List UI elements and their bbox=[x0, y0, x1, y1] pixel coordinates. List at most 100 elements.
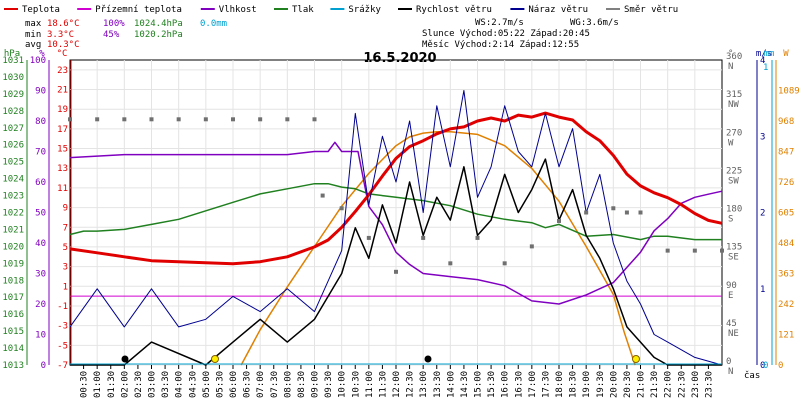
humidity-axis-tick-9: 90 bbox=[35, 87, 46, 97]
direction-tick-0: 0 bbox=[726, 357, 731, 367]
rain-axis-tick-0: 0 bbox=[763, 361, 768, 371]
temperature-axis-tick-3: -1 bbox=[57, 302, 68, 312]
direction-point-11 bbox=[339, 206, 344, 211]
direction-tick-8: 360 bbox=[726, 52, 742, 62]
direction-label-5: SW bbox=[728, 176, 739, 186]
x-tick-label-21: 11:00 bbox=[365, 371, 375, 398]
direction-point-18 bbox=[529, 244, 534, 249]
temperature-axis-tick-4: 1 bbox=[63, 282, 68, 292]
sunrise-marker bbox=[211, 355, 219, 363]
sunset-marker bbox=[632, 355, 640, 363]
humidity-axis-tick-3: 30 bbox=[35, 270, 46, 280]
stat-max-rain: 0.0mm bbox=[200, 19, 227, 29]
direction-point-24 bbox=[665, 248, 670, 253]
direction-point-26 bbox=[720, 248, 724, 253]
solar-axis-tick-5: 605 bbox=[778, 209, 794, 219]
x-axis-label: čas bbox=[744, 370, 760, 381]
x-tick-label-37: 19:00 bbox=[582, 371, 592, 398]
x-tick-label-25: 13:00 bbox=[419, 371, 429, 398]
direction-label-6: W bbox=[728, 138, 734, 148]
direction-point-7 bbox=[258, 117, 263, 122]
humidity-axis-tick-7: 70 bbox=[35, 148, 46, 158]
temperature-axis-tick-12: 17 bbox=[57, 125, 68, 135]
stat-ws: WS:2.7m/s bbox=[475, 18, 524, 28]
solar-axis-tick-3: 363 bbox=[778, 270, 794, 280]
stat-wg: WG:3.6m/s bbox=[570, 18, 619, 28]
direction-tick-7: 315 bbox=[726, 90, 742, 100]
direction-point-16 bbox=[475, 235, 480, 240]
wind-axis-tick-1: 1 bbox=[760, 285, 765, 295]
legend-label-5: Rychlost větru bbox=[416, 5, 492, 15]
temperature-axis-unit: °C bbox=[57, 49, 68, 59]
temperature-axis-tick-2: -3 bbox=[57, 322, 68, 332]
stat-moon: Měsíc Východ:2:14 Západ:12:55 bbox=[422, 40, 579, 50]
moonset-marker bbox=[424, 355, 432, 363]
direction-label-0: N bbox=[728, 367, 733, 377]
direction-point-12 bbox=[366, 235, 371, 240]
pressure-axis-tick-0: 1013 bbox=[2, 361, 24, 371]
x-tick-label-30: 15:30 bbox=[487, 371, 497, 398]
temperature-axis-tick-14: 21 bbox=[57, 86, 68, 96]
pressure-axis-tick-2: 1015 bbox=[2, 327, 24, 337]
x-tick-label-34: 17:30 bbox=[541, 371, 551, 398]
temperature-axis-tick-7: 7 bbox=[63, 223, 68, 233]
direction-point-6 bbox=[231, 117, 235, 122]
pressure-axis-tick-4: 1017 bbox=[2, 293, 24, 303]
x-tick-label-31: 16:00 bbox=[501, 371, 511, 398]
direction-point-5 bbox=[203, 117, 208, 122]
direction-point-3 bbox=[149, 117, 154, 122]
solar-line bbox=[240, 131, 636, 366]
direction-label-3: SE bbox=[728, 253, 739, 263]
direction-point-17 bbox=[502, 261, 507, 266]
x-tick-label-27: 14:00 bbox=[446, 371, 456, 398]
humidity-axis-tick-10: 100 bbox=[30, 56, 46, 66]
solar-axis-tick-2: 242 bbox=[778, 300, 794, 310]
x-tick-label-1: 01:00 bbox=[93, 371, 103, 398]
temperature-axis-tick-15: 23 bbox=[57, 66, 68, 76]
stat-max-hum: 100% bbox=[103, 19, 125, 29]
wind-axis-tick-4: 4 bbox=[760, 56, 765, 66]
direction-point-19 bbox=[557, 218, 561, 223]
x-tick-label-0: 00:30 bbox=[80, 371, 90, 398]
direction-point-14 bbox=[421, 235, 426, 240]
temperature-axis-tick-6: 5 bbox=[63, 243, 68, 253]
pressure-axis-unit: hPa bbox=[4, 49, 20, 59]
x-tick-label-33: 17:00 bbox=[528, 371, 538, 398]
x-tick-label-41: 21:00 bbox=[637, 371, 647, 398]
stat-max-label: max bbox=[25, 19, 42, 29]
temperature-axis-tick-9: 11 bbox=[57, 184, 68, 194]
pressure-axis-tick-11: 1024 bbox=[2, 175, 24, 185]
legend-label-3: Tlak bbox=[292, 5, 314, 15]
x-tick-label-46: 23:30 bbox=[704, 371, 714, 398]
solar-axis-tick-0: 0 bbox=[778, 361, 783, 371]
stat-max-press: 1024.4hPa bbox=[134, 19, 183, 29]
x-tick-label-38: 19:30 bbox=[596, 371, 606, 398]
direction-tick-3: 135 bbox=[726, 243, 742, 253]
x-tick-label-36: 18:30 bbox=[569, 371, 579, 398]
humidity-axis-tick-5: 50 bbox=[35, 209, 46, 219]
direction-point-15 bbox=[448, 261, 453, 266]
x-tick-label-9: 05:00 bbox=[202, 371, 212, 398]
pressure-axis-tick-7: 1020 bbox=[2, 242, 24, 252]
x-tick-label-20: 10:30 bbox=[351, 371, 361, 398]
direction-point-10 bbox=[320, 193, 325, 198]
pressure-axis-tick-17: 1030 bbox=[2, 73, 24, 83]
humidity-axis-tick-2: 20 bbox=[35, 300, 46, 310]
pressure-axis-tick-6: 1019 bbox=[2, 259, 24, 269]
x-tick-label-16: 08:30 bbox=[297, 371, 307, 398]
direction-point-2 bbox=[122, 117, 127, 122]
temperature-axis-tick-5: 3 bbox=[63, 263, 68, 273]
wind-gust-line bbox=[69, 90, 723, 366]
x-tick-label-8: 04:30 bbox=[188, 371, 198, 398]
pressure-axis-tick-18: 1031 bbox=[2, 56, 24, 66]
wind-axis-tick-2: 2 bbox=[760, 209, 765, 219]
solar-axis-tick-4: 484 bbox=[778, 239, 794, 249]
legend: Teplota Přízemní teplota Vlhkost Tlak Srážky… bbox=[4, 5, 678, 15]
stat-min-press: 1020.2hPa bbox=[134, 30, 183, 40]
direction-point-21 bbox=[611, 206, 616, 211]
legend-label-7: Směr větru bbox=[624, 5, 678, 15]
x-tick-label-7: 04:00 bbox=[175, 371, 185, 398]
solar-axis-unit: W bbox=[783, 49, 789, 59]
x-tick-label-32: 16:30 bbox=[514, 371, 524, 398]
pressure-axis-tick-12: 1025 bbox=[2, 158, 24, 168]
